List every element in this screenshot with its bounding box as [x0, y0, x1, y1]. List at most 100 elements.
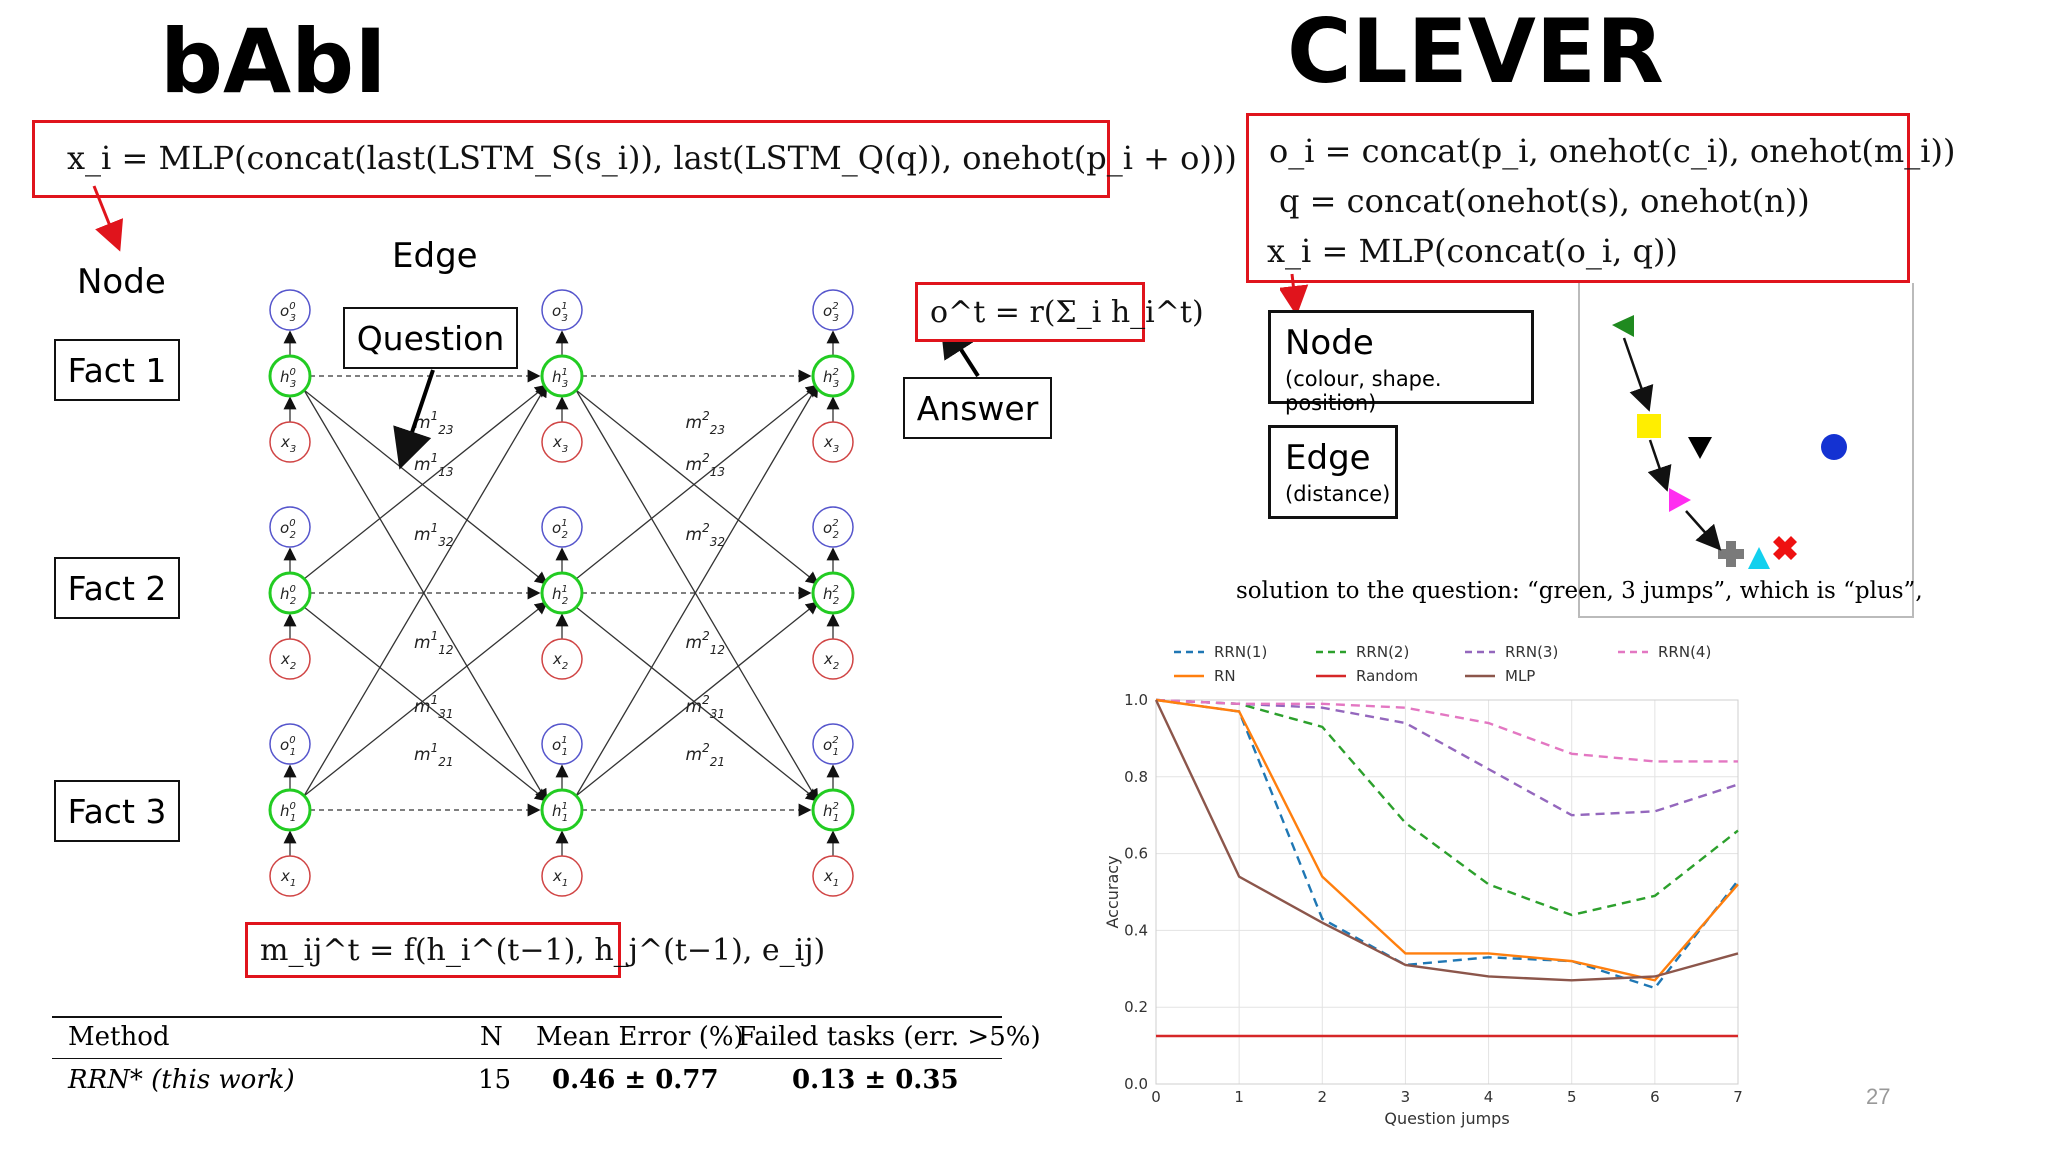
hidden-node-label: h1 2	[552, 584, 568, 607]
output-node	[541, 506, 583, 548]
output-node-label: o0 1	[280, 735, 296, 758]
message-edge	[303, 383, 548, 797]
babi-graph-canvas: m123m113m132m112m131m121m223m213m232m212…	[92, 185, 980, 897]
input-node	[541, 855, 583, 897]
table-header-failed-tasks: Failed tasks (err. >5%)	[738, 1022, 1041, 1052]
clever-node-box: Node (colour, shape. position)	[1268, 310, 1534, 415]
yellow-square-object	[1637, 414, 1661, 438]
table-top-rule	[52, 1016, 1002, 1018]
series-line-mlp	[1154, 699, 1739, 982]
jump-arrow-3	[1685, 510, 1722, 551]
clever-formula-box: o_i = concat(p_i, onehot(c_i), onehot(m_…	[1246, 113, 1955, 283]
output-node	[269, 723, 311, 765]
input-node	[269, 855, 311, 897]
message-label: m231	[686, 693, 725, 721]
table-header-mean-error: Mean Error (%)	[536, 1022, 744, 1052]
message-edge	[575, 389, 819, 803]
babi-input-formula: x_i = MLP(concat(last(LSTM_S(s_i)), last…	[67, 139, 1237, 177]
gray-plus-object	[1718, 541, 1744, 567]
y-tick-label: 0.6	[1124, 845, 1148, 863]
legend-label: Random	[1356, 667, 1418, 685]
output-node-label: o1 1	[552, 735, 568, 758]
message-label: m121	[414, 741, 453, 769]
hidden-node	[540, 354, 584, 398]
clever-node-subtitle: (colour, shape. position)	[1285, 367, 1442, 415]
output-node	[269, 289, 311, 331]
message-edge	[575, 601, 820, 797]
clever-node-arrow	[1280, 273, 1309, 316]
hidden-node	[811, 788, 855, 832]
input-node	[269, 638, 311, 680]
input-node	[541, 638, 583, 680]
series-line-rrn4	[1155, 698, 1738, 763]
hidden-node	[811, 354, 855, 398]
magenta-triangle-object	[1669, 488, 1691, 512]
message-edge	[575, 384, 820, 580]
x-axis-label: Question jumps	[1384, 1109, 1509, 1128]
question-arrow	[393, 369, 435, 470]
table-cell-method: RRN* (this work)	[68, 1065, 295, 1095]
message-edge	[575, 383, 819, 797]
fact-2-box: Fact 2	[54, 557, 180, 619]
message-label: m232	[686, 521, 725, 549]
input-node	[812, 638, 854, 680]
edge-label: Edge	[392, 236, 478, 276]
message-label: m131	[414, 693, 453, 721]
legend-label: RRN(2)	[1356, 643, 1409, 661]
scene-canvas	[1612, 315, 1847, 569]
recurrent-graph: m123m113m132m112m131m121m223m213m232m212…	[268, 289, 855, 897]
message-edge	[303, 389, 549, 585]
output-node	[812, 723, 854, 765]
input-node	[541, 421, 583, 463]
message-edge	[303, 601, 549, 797]
cyan-triangle-object	[1748, 547, 1770, 569]
babi-formula-box: x_i = MLP(concat(last(LSTM_S(s_i)), last…	[32, 120, 1237, 198]
legend-label: RRN(3)	[1505, 643, 1558, 661]
series-line-rrn2	[1155, 698, 1739, 917]
output-node-label: o2 2	[823, 518, 839, 541]
message-edge	[303, 606, 549, 802]
message-label: m221	[686, 741, 725, 769]
hidden-node-label: h0 1	[280, 801, 296, 824]
output-formula-box: o^t = r(Σ_i h_i^t)	[915, 282, 1204, 342]
table-cell-n: 15	[478, 1065, 512, 1095]
y-tick-label: 0.2	[1124, 998, 1148, 1016]
clever-title: CLEVER	[1287, 0, 1664, 103]
y-tick-label: 0.8	[1124, 768, 1148, 786]
output-node-label: o1 3	[552, 301, 568, 324]
plot-frame	[1155, 699, 1739, 1085]
legend-label: RN	[1214, 667, 1236, 685]
clever-edge-subtitle: (distance)	[1285, 482, 1391, 506]
output-node	[269, 506, 311, 548]
clever-formula-line-3: x_i = MLP(concat(o_i, q))	[1267, 232, 1678, 270]
output-node-label: o0 3	[280, 301, 296, 324]
output-node-label: o2 3	[823, 301, 839, 324]
scene-image	[1578, 283, 1914, 618]
table-cell-mean-error: 0.46 ± 0.77	[552, 1065, 719, 1095]
babi-title: bAbI	[160, 10, 387, 113]
output-node-label: o2 1	[823, 735, 839, 758]
message-formula: m_ij^t = f(h_i^(t−1), h_j^(t−1), e_ij)	[260, 933, 826, 968]
clever-edge-title: Edge	[1285, 438, 1371, 478]
fact-1-box: Fact 1	[54, 339, 180, 401]
hidden-node-label: h1 3	[552, 367, 568, 390]
legend-label: MLP	[1505, 667, 1535, 685]
table-header-method: Method	[68, 1022, 170, 1052]
hidden-node-label: h0 2	[280, 584, 296, 607]
hidden-node-label: h2 3	[823, 367, 839, 390]
message-edge	[303, 384, 549, 580]
table-cell-failed-tasks: 0.13 ± 0.35	[792, 1065, 959, 1095]
x-tick-label: 1	[1234, 1088, 1244, 1106]
output-node	[541, 289, 583, 331]
node-label: Node	[77, 262, 166, 302]
message-edge	[575, 389, 820, 585]
y-tick-label: 1.0	[1124, 691, 1148, 709]
message-label: m223	[686, 409, 725, 437]
accuracy-chart: 0 1 2 3 4 5 6 7 0.0 0.2 0.4 0.6 0.8 1.0 Question jumps…	[1103, 643, 1743, 1128]
output-node-label: o0 2	[280, 518, 296, 541]
hidden-node	[268, 788, 312, 832]
output-node	[812, 506, 854, 548]
green-triangle-object	[1612, 315, 1634, 337]
red-cross-object	[1773, 536, 1797, 560]
x-tick-label: 0	[1151, 1088, 1161, 1106]
